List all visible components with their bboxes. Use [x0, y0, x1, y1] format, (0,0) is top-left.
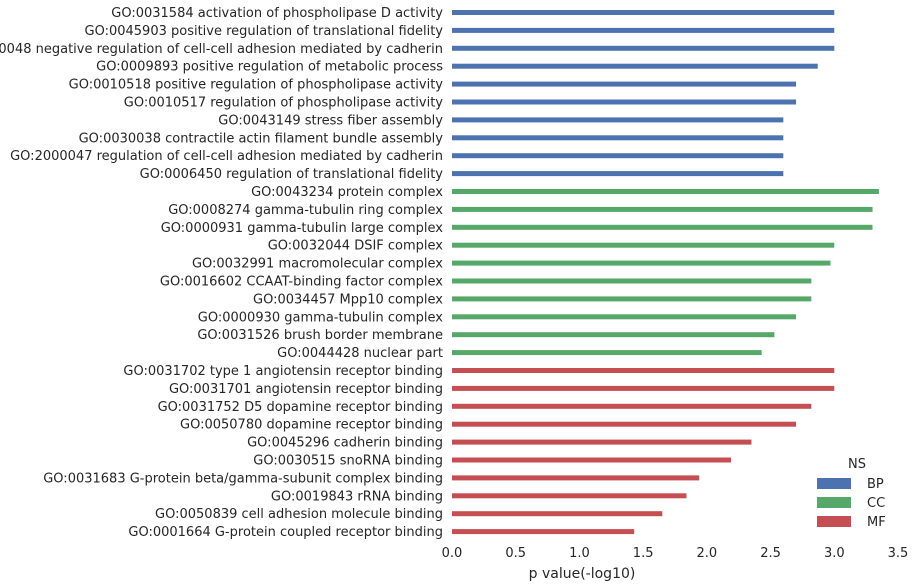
- category-label: GO:2000048 negative regulation of cell-c…: [0, 42, 443, 57]
- x-tick-label: 3.0: [824, 546, 845, 561]
- bar-bp: [452, 135, 784, 141]
- bar-bp: [452, 153, 784, 159]
- bar-cc: [452, 242, 835, 248]
- x-axis-ticks: 0.0 0.5 1.0 1.5 2.0 2.5 3.0 3.5: [442, 546, 909, 561]
- category-label: GO:0019843 rRNA binding: [271, 489, 443, 504]
- legend: NS BP CC MF: [817, 457, 886, 530]
- legend-swatch-cc: [817, 497, 851, 508]
- bar-cc: [452, 296, 812, 302]
- bar-mf: [452, 403, 812, 409]
- bar-mf: [452, 493, 687, 499]
- category-label: GO:0034457 Mpp10 complex: [253, 292, 443, 307]
- bar-cc: [452, 350, 762, 356]
- category-label: GO:0050839 cell adhesion molecule bindin…: [155, 507, 443, 522]
- category-label: GO:0030515 snoRNA binding: [253, 454, 443, 469]
- category-label: GO:0008274 gamma-tubulin ring complex: [168, 203, 443, 218]
- category-label: GO:0010517 regulation of phospholipase a…: [124, 96, 444, 111]
- category-label: GO:0043234 protein complex: [251, 185, 443, 200]
- category-label: GO:2000047 regulation of cell-cell adhes…: [10, 149, 443, 164]
- bars-layer: [452, 10, 879, 535]
- bar-bp: [452, 27, 835, 33]
- bar-cc: [452, 314, 797, 320]
- category-label: GO:0016602 CCAAT-binding factor complex: [160, 275, 443, 290]
- category-label: GO:0030038 contractile actin filament bu…: [79, 131, 444, 146]
- bar-mf: [452, 511, 663, 517]
- category-label: GO:0031584 activation of phospholipase D…: [111, 6, 443, 21]
- legend-label: BP: [867, 477, 884, 492]
- x-tick-label: 3.5: [888, 546, 909, 561]
- category-label: GO:0010518 positive regulation of phosph…: [69, 78, 444, 93]
- category-labels: GO:0031584 activation of phospholipase D…: [0, 6, 443, 540]
- bar-bp: [452, 99, 797, 105]
- bar-bp: [452, 81, 797, 87]
- bar-bp: [452, 171, 784, 177]
- bar-bp: [452, 117, 784, 123]
- x-axis-label: p value(-log10): [529, 566, 636, 582]
- bar-bp: [452, 10, 835, 15]
- legend-swatch-mf: [817, 516, 851, 527]
- category-label: GO:0050780 dopamine receptor binding: [180, 418, 443, 433]
- bar-bp: [452, 63, 818, 69]
- x-tick-label: 1.0: [569, 546, 590, 561]
- x-tick-label: 2.5: [760, 546, 781, 561]
- x-tick-label: 0.5: [505, 546, 526, 561]
- category-label: GO:0032991 macromolecular complex: [192, 257, 443, 272]
- category-label: GO:0009893 positive regulation of metabo…: [96, 60, 443, 75]
- bar-mf: [452, 421, 797, 427]
- bar-cc: [452, 278, 812, 284]
- x-tick-label: 0.0: [442, 546, 463, 561]
- category-label: GO:0045903 positive regulation of transl…: [85, 24, 444, 39]
- legend-label: CC: [867, 496, 885, 511]
- bar-cc: [452, 224, 873, 230]
- bar-mf: [452, 457, 732, 463]
- category-label: GO:0043149 stress fiber assembly: [218, 113, 443, 128]
- category-label: GO:0031683 G-protein beta/gamma-subunit …: [43, 471, 443, 486]
- category-label: GO:0044428 nuclear part: [277, 346, 443, 361]
- bar-mf: [452, 368, 835, 373]
- category-label: GO:0031701 angiotensin receptor binding: [169, 382, 443, 397]
- legend-swatch-bp: [817, 478, 851, 489]
- x-tick-label: 2.0: [697, 546, 718, 561]
- category-label: GO:0006450 regulation of translational f…: [140, 167, 444, 182]
- legend-label: MF: [867, 515, 886, 530]
- x-tick-label: 1.5: [633, 546, 654, 561]
- bar-mf: [452, 439, 752, 445]
- category-label: GO:0001664 G-protein coupled receptor bi…: [128, 525, 443, 540]
- bar-mf: [452, 385, 835, 391]
- category-label: GO:0000930 gamma-tubulin complex: [198, 310, 444, 325]
- bar-mf: [452, 475, 700, 481]
- bar-bp: [452, 45, 835, 51]
- category-label: GO:0045296 cadherin binding: [247, 436, 443, 451]
- category-label: GO:0031752 D5 dopamine receptor binding: [158, 400, 443, 415]
- bar-mf: [452, 529, 635, 535]
- bar-cc: [452, 260, 831, 266]
- bar-cc: [452, 189, 879, 194]
- bar-cc: [452, 206, 873, 212]
- category-label: GO:0031702 type 1 angiotensin receptor b…: [123, 364, 443, 379]
- category-label: GO:0032044 DSIF complex: [268, 239, 444, 254]
- bar-cc: [452, 332, 775, 338]
- category-label: GO:0031526 brush border membrane: [197, 328, 443, 343]
- legend-title: NS: [848, 457, 866, 472]
- category-label: GO:0000931 gamma-tubulin large complex: [161, 221, 444, 236]
